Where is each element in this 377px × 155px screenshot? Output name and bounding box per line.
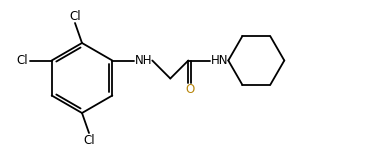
Text: Cl: Cl — [69, 9, 81, 22]
Text: O: O — [185, 83, 195, 96]
Text: Cl: Cl — [83, 133, 95, 146]
Text: NH: NH — [135, 54, 152, 67]
Text: HN: HN — [211, 54, 228, 67]
Text: Cl: Cl — [16, 54, 28, 67]
